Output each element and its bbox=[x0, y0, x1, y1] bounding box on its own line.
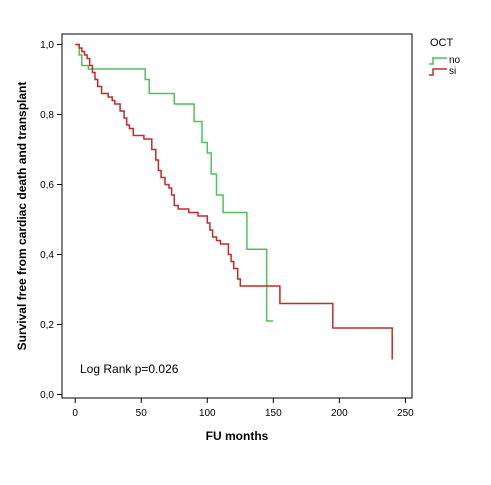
legend-label-si: si bbox=[449, 66, 456, 77]
x-tick-label: 0 bbox=[72, 408, 78, 419]
series-line-no bbox=[75, 43, 274, 322]
series-line-si bbox=[75, 43, 393, 360]
series-group bbox=[75, 43, 393, 360]
legend-swatch-no bbox=[429, 57, 447, 65]
y-tick-label: 0,6 bbox=[40, 180, 54, 191]
y-tick-label: 0,2 bbox=[40, 320, 54, 331]
x-tick-label: 250 bbox=[397, 408, 414, 419]
log-rank-annotation: Log Rank p=0.026 bbox=[80, 362, 179, 376]
y-tick-label: 0,0 bbox=[40, 390, 54, 401]
legend-title: OCT bbox=[430, 37, 454, 49]
axes bbox=[57, 33, 413, 403]
y-tick-label: 0,4 bbox=[40, 250, 54, 261]
plot-frame bbox=[61, 33, 413, 399]
y-tick-label: 1,0 bbox=[40, 40, 54, 51]
x-tick-label: 200 bbox=[331, 408, 348, 419]
labels: 0 50 100 150 200 250 0,0 0,2 0,4 0,6 0,8 1,0 FU mont… bbox=[15, 40, 414, 443]
y-tick-label: 0,8 bbox=[40, 110, 54, 121]
x-tick-label: 50 bbox=[136, 408, 148, 419]
legend-swatch-si bbox=[429, 68, 447, 76]
x-axis-label: FU months bbox=[206, 429, 269, 443]
y-axis-label: Survival free from cardiac death and tra… bbox=[15, 82, 29, 351]
x-tick-label: 100 bbox=[199, 408, 216, 419]
x-tick-label: 150 bbox=[265, 408, 282, 419]
legend-label-no: no bbox=[449, 55, 461, 66]
